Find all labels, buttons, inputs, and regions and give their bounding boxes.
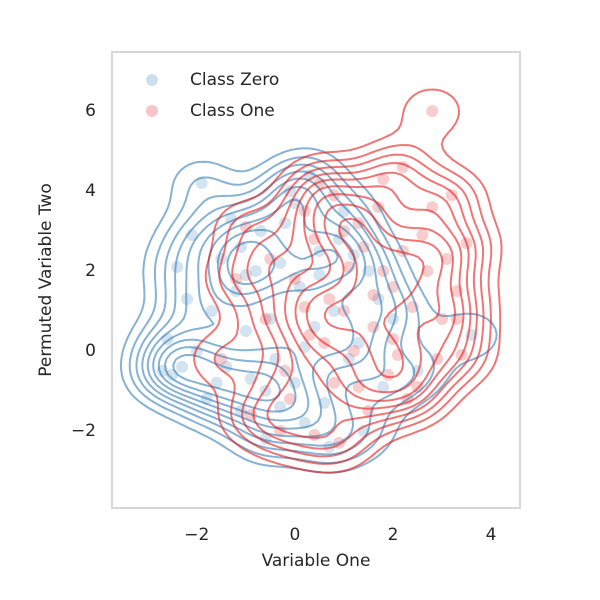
y-tick-label: 6 — [85, 101, 96, 121]
x-tick-label: 4 — [486, 525, 497, 545]
kde-contour — [305, 203, 444, 394]
kde-contour — [146, 177, 383, 438]
y-tick-label: 2 — [85, 261, 96, 281]
x-tick-label: 0 — [289, 525, 300, 545]
kde-contour — [284, 185, 465, 410]
kde-contour — [164, 229, 339, 413]
scatter-point — [210, 376, 223, 389]
y-tick-label: 0 — [85, 341, 96, 361]
kde-contour — [157, 198, 356, 422]
scatter-point — [347, 344, 360, 357]
scatter-point — [288, 376, 301, 389]
scatter-point — [367, 320, 380, 333]
scatter-point — [264, 312, 277, 325]
legend-label: Class One — [190, 101, 275, 121]
scatter-point — [445, 189, 458, 202]
scatter-point — [284, 392, 297, 405]
kde-contour — [213, 144, 493, 465]
scatter-point — [249, 265, 262, 278]
kde-contour — [152, 185, 367, 430]
scatter-point — [426, 105, 439, 118]
x-tick-label: −2 — [184, 525, 209, 545]
scatter-point — [274, 257, 287, 270]
scatter-point — [195, 177, 208, 190]
kde-contour — [246, 162, 478, 450]
scatter-point — [342, 352, 355, 365]
scatter-point — [367, 288, 380, 301]
legend-marker — [146, 74, 158, 86]
scatter-point — [416, 229, 429, 242]
plot-frame — [111, 51, 521, 509]
scatter-point — [171, 261, 184, 274]
scatter-point — [176, 360, 189, 373]
scatter-point — [352, 336, 365, 349]
x-tick-label: 2 — [388, 525, 399, 545]
scatter-point — [239, 324, 252, 337]
scatter-point — [328, 304, 341, 317]
scatter-point — [337, 205, 350, 218]
kde-contour — [323, 217, 425, 379]
kde-contour — [294, 193, 456, 402]
scatter-point — [377, 173, 390, 186]
y-axis-label: Permuted Variable Two — [36, 183, 56, 377]
scatter-point — [205, 304, 218, 317]
y-tick-label: −2 — [71, 421, 96, 441]
scatter-point — [259, 432, 272, 445]
scatter-point — [279, 217, 292, 230]
y-tick-label: 4 — [85, 181, 96, 201]
kde-contour — [128, 156, 435, 464]
legend-label: Class Zero — [190, 70, 279, 90]
kde-contour — [231, 153, 485, 458]
scatter-point — [377, 380, 390, 393]
x-axis-label: Variable One — [262, 551, 371, 571]
contours — [119, 88, 503, 474]
kde-contour — [193, 88, 503, 474]
kde-contour — [266, 171, 472, 439]
scatter-point — [254, 225, 267, 238]
scatter-point — [328, 376, 341, 389]
scatter-point — [440, 253, 453, 266]
scatter-point — [323, 292, 336, 305]
legend-marker — [146, 105, 158, 117]
